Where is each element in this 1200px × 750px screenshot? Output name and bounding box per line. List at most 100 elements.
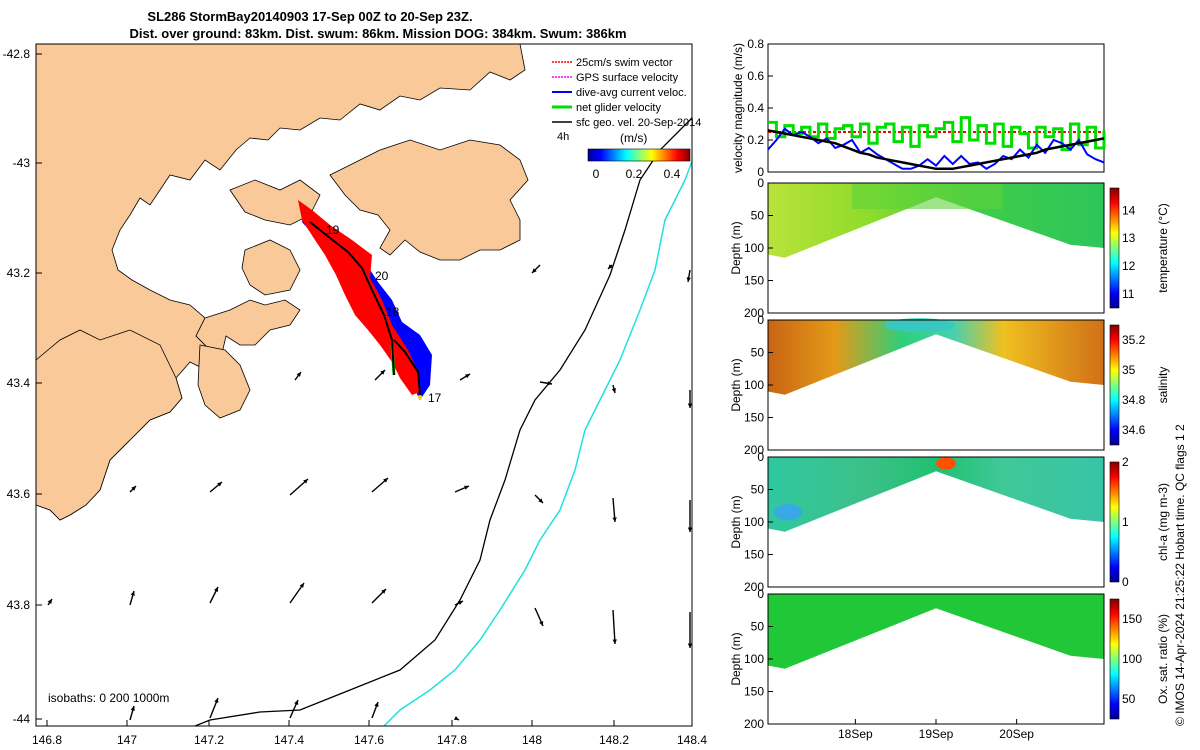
section-colorbar <box>1109 324 1120 446</box>
sfc-velocity-arrowhead <box>687 527 692 532</box>
legend-current-label: dive-avg current veloc. <box>576 87 687 99</box>
section-ylabel: Depth (m) <box>729 495 743 548</box>
land-north-island <box>229 179 321 226</box>
section-y-tick-label: 150 <box>744 411 764 425</box>
map-x-tick-label: 146.8 <box>32 733 62 747</box>
section-ylabel: Depth (m) <box>729 358 743 411</box>
map-y-tick-label: 43.8 <box>7 598 31 612</box>
sfc-velocity-arrows <box>47 264 692 721</box>
section-y-tick-label: 150 <box>744 548 764 562</box>
land-inner-island <box>241 239 301 296</box>
section-ylabel: Depth (m) <box>729 632 743 685</box>
land-tasman <box>36 329 183 521</box>
section-y-tick-label: 200 <box>744 717 764 731</box>
land-south-peninsula <box>197 344 251 419</box>
sfc-velocity-arrowhead <box>538 498 543 503</box>
colorbar-label: salinity <box>1156 367 1170 404</box>
colorbar-tick-0: 0 <box>593 167 600 181</box>
sfc-velocity-arrowhead <box>299 583 304 588</box>
section-y-tick-label: 0 <box>757 450 764 464</box>
map-y-tick-label: -44 <box>13 712 31 726</box>
sfc-velocity-arrowhead <box>608 264 613 269</box>
section-panel-sal: 0 50 100 150 200 Depth (m) 34.6 34.8 35 35.2 salin… <box>729 313 1170 457</box>
colorbar-tick-label: 100 <box>1122 652 1142 666</box>
sfc-velocity-arrowhead <box>217 482 222 487</box>
section-y-tick-label: 0 <box>757 587 764 601</box>
section-y-tick-label: 100 <box>744 515 764 529</box>
day-label-17: 17 <box>428 391 442 405</box>
map-legend: 25cm/s swim vector GPS surface velocity … <box>552 57 701 181</box>
section-y-tick-label: 50 <box>751 209 765 223</box>
sfc-velocity-arrow <box>612 609 616 645</box>
map-x-tick-label: 147 <box>117 733 137 747</box>
sfc-velocity-arrowhead <box>383 478 388 483</box>
sfc-velocity-arrowhead <box>454 716 459 720</box>
section-feature <box>852 183 1004 209</box>
section-x-tick-label: 20Sep <box>999 727 1034 741</box>
map-x-tick-label: 147.8 <box>437 733 467 747</box>
section-x-tick-label: 19Sep <box>919 727 954 741</box>
colorbar-tick-label: 1 <box>1122 515 1129 529</box>
velocity-y-tick-label: 0.2 <box>747 133 764 147</box>
velocity-series <box>767 116 1106 171</box>
section-feature <box>774 504 803 521</box>
colorbar-label: chl-a (mg m-3) <box>1156 483 1170 561</box>
colorbar-tick-label: 34.6 <box>1122 423 1146 437</box>
title-line-2: Dist. over ground: 83km. Dist. swum: 86k… <box>129 26 626 41</box>
sfc-velocity-arrowhead <box>130 591 135 596</box>
map-frame <box>35 43 693 727</box>
velocity-y-tick-label: 0.4 <box>747 101 764 115</box>
section-panel-temp: 0 50 100 150 200 Depth (m) 11 12 13 14 temperature… <box>729 176 1170 320</box>
sfc-velocity-arrowhead <box>131 486 136 491</box>
velocity-y-tick-label: 0.6 <box>747 69 764 83</box>
section-y-tick-label: 50 <box>751 483 765 497</box>
sfc-velocity-arrowhead <box>294 700 299 705</box>
colorbar-tick-label: 50 <box>1122 692 1136 706</box>
land-east <box>329 139 529 261</box>
map-colorbar <box>587 148 691 162</box>
map-y-tick-label: 43.2 <box>7 266 31 280</box>
map-x-tick-label: 147.4 <box>274 733 304 747</box>
map-x-tick-label: 148 <box>522 733 542 747</box>
colorbar-tick-label: 2 <box>1122 455 1129 469</box>
section-feature <box>884 318 955 333</box>
map-y-tick-label: -42.8 <box>3 47 31 61</box>
colorbar-tick-1: 0.2 <box>626 167 643 181</box>
map-y-tick-label: 43.6 <box>7 487 31 501</box>
velocity-y-tick-label: 0.8 <box>747 37 764 51</box>
map-x-tick-label: 147.6 <box>354 733 384 747</box>
isobath-1000m <box>382 159 692 726</box>
sfc-velocity-arrowhead <box>374 702 379 707</box>
sfc-velocity-arrowhead <box>612 639 617 644</box>
day-label-20: 20 <box>375 269 389 283</box>
track-line <box>309 221 421 396</box>
sfc-velocity-arrowhead <box>686 277 691 282</box>
sfc-velocity-arrowhead <box>47 599 52 604</box>
map-x-tick-label: 148.2 <box>599 733 629 747</box>
section-colorbar <box>1109 598 1120 720</box>
colorbar-label: temperature (°C) <box>1156 203 1170 293</box>
isobath-200m <box>193 116 692 726</box>
sfc-velocity-arrowhead <box>458 601 463 605</box>
section-feature <box>936 457 957 470</box>
section-colorbar <box>1109 187 1120 309</box>
map-x-tick-label: 148.4 <box>677 733 707 747</box>
section-y-tick-label: 200 <box>744 306 764 320</box>
velocity-ylabel: velocity magnitude (m/s) <box>731 43 745 173</box>
velocity-axes <box>767 43 1105 173</box>
sfc-velocity-arrowhead <box>612 517 617 522</box>
velocity-y-tick-label: 0 <box>757 165 764 179</box>
section-x-tick-label: 18Sep <box>838 727 873 741</box>
section-y-tick-label: 0 <box>757 176 764 190</box>
section-panel-chl: 0 50 100 150 200 Depth (m) 0 1 2 chl-a (mg m-3) <box>729 450 1170 594</box>
section-y-tick-label: 50 <box>751 346 765 360</box>
sfc-velocity-arrowhead <box>611 388 617 393</box>
sfc-velocity-arrowhead <box>214 587 218 592</box>
map-y-tick-label: 43.4 <box>7 376 31 390</box>
colorbar-tick-label: 150 <box>1122 612 1142 626</box>
velocity-series-line <box>767 129 1105 171</box>
colorbar-tick-label: 0 <box>1122 575 1129 589</box>
track-end-marker <box>418 395 422 399</box>
velocity-series-line <box>768 116 1106 152</box>
